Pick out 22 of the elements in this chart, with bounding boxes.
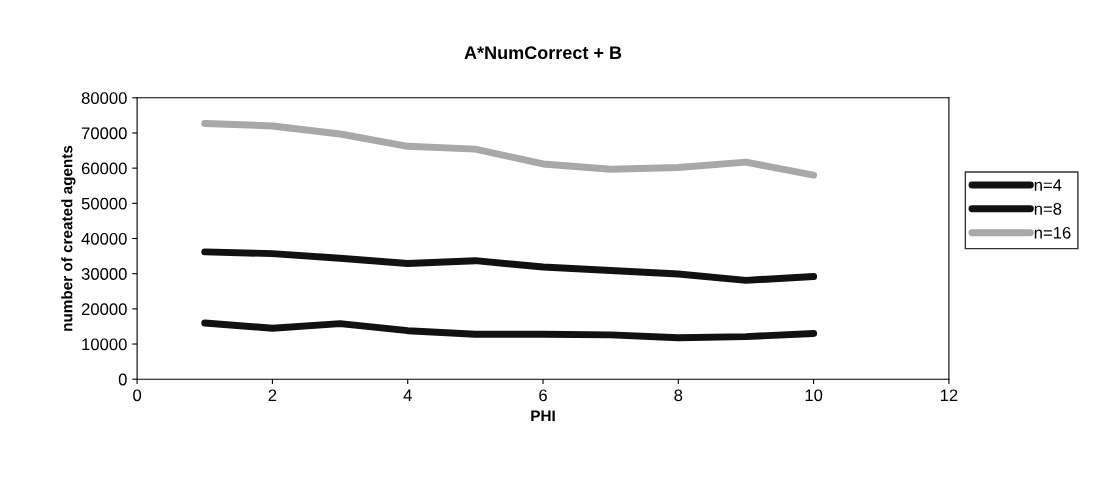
legend-label: n=4: [1034, 179, 1062, 191]
x-axis-title: PHI: [531, 410, 555, 422]
y-tick-label: 30000: [81, 268, 127, 280]
y-tick-label: 20000: [81, 303, 127, 316]
x-tick-label: 0: [133, 389, 142, 402]
x-tick-label: 6: [539, 389, 547, 402]
y-tick-label: 50000: [81, 197, 127, 210]
y-tick-label: 70000: [81, 127, 127, 140]
x-tick-label: 12: [940, 389, 958, 402]
x-tick-label: 2: [268, 389, 277, 402]
y-axis-title: number of created agents: [61, 145, 76, 331]
x-tick-label: 10: [805, 389, 823, 402]
y-tick-label: 40000: [81, 232, 127, 245]
chart-title: A*NumCorrect + B: [464, 46, 622, 60]
y-tick-label: 60000: [81, 162, 127, 175]
y-tick-label: 0: [118, 373, 127, 386]
legend-label: n=16: [1034, 226, 1071, 239]
y-tick-label: 80000: [81, 92, 127, 104]
y-tick-label: 10000: [82, 338, 127, 351]
x-tick-label: 4: [403, 389, 412, 402]
x-tick-label: 8: [674, 389, 683, 402]
legend-label: n=8: [1034, 203, 1062, 215]
